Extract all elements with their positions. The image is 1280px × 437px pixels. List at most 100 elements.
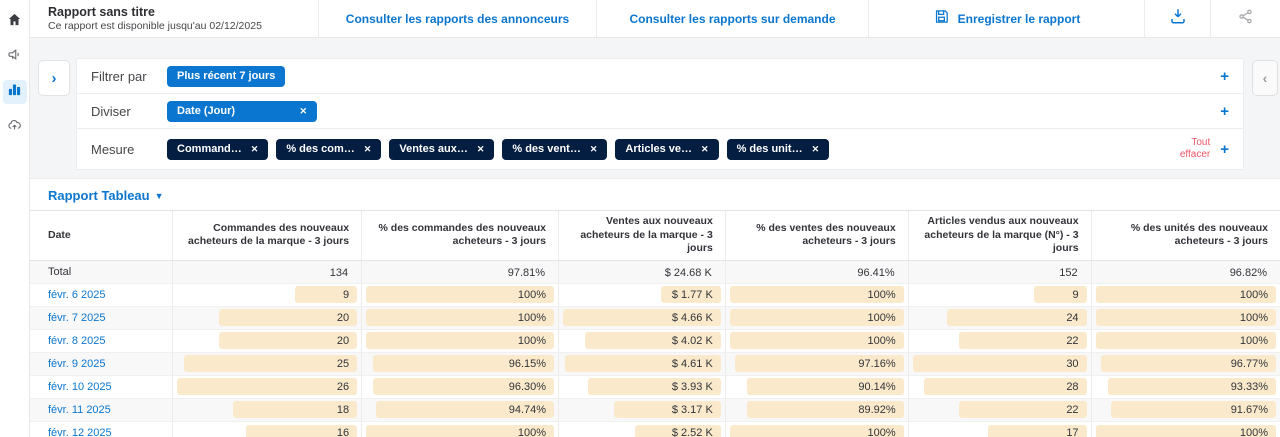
cell-value: 100% (867, 311, 896, 324)
report-table: Date Commandes des nouveaux acheteurs de … (30, 210, 1280, 437)
date-link[interactable]: févr. 8 2025 (48, 334, 106, 347)
column-header[interactable]: % des commandes des nouveaux acheteurs -… (361, 210, 559, 261)
chip-remove-icon[interactable]: ✕ (299, 105, 307, 116)
data-bar: 100% (1095, 424, 1276, 437)
metric-cell: $ 2.52 K (558, 421, 726, 437)
expand-panel-button[interactable]: › (38, 60, 70, 96)
add-measure-icon[interactable]: + (1220, 140, 1229, 158)
add-divide-icon[interactable]: + (1220, 102, 1229, 120)
chip-remove-icon[interactable]: ✕ (589, 143, 598, 154)
filter-chip[interactable]: % des vent… ✕ (502, 138, 608, 160)
metric-cell: 9 (172, 283, 362, 307)
metric-cell: 30 (907, 352, 1092, 376)
data-bar: 26 (177, 378, 358, 396)
cell-value: 96.82% (1229, 266, 1267, 279)
data-bar: 22 (959, 332, 1087, 350)
filter-chip[interactable]: Date (Jour) ✕ (167, 100, 317, 122)
data-bar: 94.74% (376, 401, 555, 419)
table-row: févr. 6 2025 9 100% $ 1.77 K 100% 9 100% (30, 283, 1280, 307)
chip-remove-icon[interactable]: ✕ (250, 143, 259, 154)
cell-value: 100% (517, 311, 547, 324)
nav-uploads[interactable] (3, 115, 27, 139)
metric-cell: 100% (724, 329, 909, 353)
share-icon (1237, 8, 1254, 30)
cell-value: 100% (1239, 311, 1268, 324)
metric-cell: 16 (172, 421, 362, 437)
data-bar: 91.67% (1110, 401, 1276, 419)
chip-remove-icon[interactable]: ✕ (811, 143, 820, 154)
advertiser-reports-link[interactable]: Consulter les rapports des annonceurs (345, 11, 570, 26)
date-link[interactable]: févr. 10 2025 (48, 380, 112, 393)
cell-value: 25 (336, 357, 350, 370)
filter-chip[interactable]: Plus récent 7 jours (167, 65, 286, 87)
data-bar: 96.30% (373, 378, 555, 396)
cell-value: 96.77% (1230, 357, 1268, 370)
metric-cell: $ 3.93 K (558, 375, 726, 399)
data-bar: 100% (729, 286, 904, 304)
metric-cell: 97.16% (724, 352, 909, 376)
table-header-row: Date Commandes des nouveaux acheteurs de … (30, 210, 1280, 261)
table-row: févr. 11 2025 18 94.74% $ 3.17 K 89.92% 22 91.… (30, 398, 1280, 422)
download-button[interactable] (1144, 0, 1210, 37)
measure-label: Mesure (91, 141, 135, 157)
date-link[interactable]: févr. 12 2025 (48, 427, 112, 437)
save-report-link[interactable]: Enregistrer le rapport (957, 11, 1081, 26)
column-header[interactable]: Articles vendus aux nouveaux acheteurs d… (907, 210, 1092, 261)
filter-chip[interactable]: % des unit… ✕ (726, 138, 830, 160)
cell-value: 100% (517, 334, 547, 347)
chip-label: % des vent… (512, 143, 581, 155)
cell-value: 96.15% (508, 357, 547, 370)
share-button[interactable] (1210, 0, 1280, 37)
date-cell: févr. 8 2025 (30, 329, 173, 352)
filter-chip[interactable]: % des com… ✕ (276, 138, 382, 160)
megaphone-icon (7, 47, 22, 67)
metric-cell: 91.67% (1090, 398, 1280, 422)
filter-chip[interactable]: Articles ve… ✕ (615, 138, 719, 160)
metric-cell: 96.41% (724, 260, 909, 284)
column-header[interactable]: % des ventes des nouveaux acheteurs - 3 … (724, 210, 909, 261)
date-link[interactable]: févr. 6 2025 (48, 288, 106, 301)
cell-value: 100% (867, 334, 896, 347)
nav-home[interactable] (3, 10, 27, 34)
metric-cell: 100% (361, 329, 559, 353)
table-type-selector[interactable]: Rapport Tableau ▼ (30, 179, 1280, 210)
data-bar: 100% (1095, 309, 1276, 327)
nav-reports[interactable] (2, 80, 27, 104)
date-link[interactable]: févr. 7 2025 (48, 311, 106, 324)
column-header[interactable]: Commandes des nouveaux acheteurs de la m… (172, 210, 362, 261)
cell-value: 94.74% (508, 403, 547, 416)
add-filter-icon[interactable]: + (1220, 67, 1229, 85)
filter-chip[interactable]: Ventes aux… ✕ (389, 138, 495, 160)
data-bar: 17 (987, 424, 1087, 437)
cell-value: $ 1.77 K (671, 288, 713, 301)
cell-value: 17 (1066, 427, 1079, 437)
metric-cell: 96.15% (361, 352, 559, 376)
nav-campaigns[interactable] (3, 45, 27, 69)
bar-chart-icon (7, 82, 22, 102)
date-link[interactable]: févr. 9 2025 (48, 357, 106, 370)
data-bar: 96.15% (373, 355, 555, 373)
metric-cell: 96.77% (1090, 352, 1280, 376)
report-title: Rapport sans titre (48, 5, 155, 19)
data-bar: $ 3.17 K (613, 401, 721, 419)
date-cell: févr. 11 2025 (30, 398, 173, 421)
cell-value: 100% (517, 427, 547, 437)
chip-remove-icon[interactable]: ✕ (476, 143, 485, 154)
metric-cell: 96.30% (361, 375, 559, 399)
ondemand-reports-link[interactable]: Consulter les rapports sur demande (629, 11, 836, 26)
chip-remove-icon[interactable]: ✕ (701, 143, 709, 154)
column-header[interactable]: Ventes aux nouveaux acheteurs de la marq… (558, 210, 726, 261)
data-bar: 96.77% (1101, 355, 1276, 373)
metric-cell: 100% (361, 306, 559, 330)
collapse-panel-button[interactable]: ‹ (1252, 60, 1278, 96)
chip-remove-icon[interactable]: ✕ (363, 143, 372, 154)
metric-cell: 152 (907, 260, 1092, 284)
filter-chip[interactable]: Command… ✕ (167, 138, 269, 160)
clear-all-button[interactable]: Tout effacer (1179, 137, 1211, 160)
measure-chips: Command… ✕ % des com… ✕ Ventes aux… ✕ % des ve… (167, 138, 1166, 160)
column-header[interactable]: Date (30, 210, 173, 261)
date-link[interactable]: févr. 11 2025 (48, 403, 111, 416)
column-header[interactable]: % des unités des nouveaux acheteurs - 3 … (1090, 210, 1280, 261)
metric-cell: 100% (1090, 283, 1280, 307)
data-bar: $ 4.61 K (564, 355, 721, 373)
